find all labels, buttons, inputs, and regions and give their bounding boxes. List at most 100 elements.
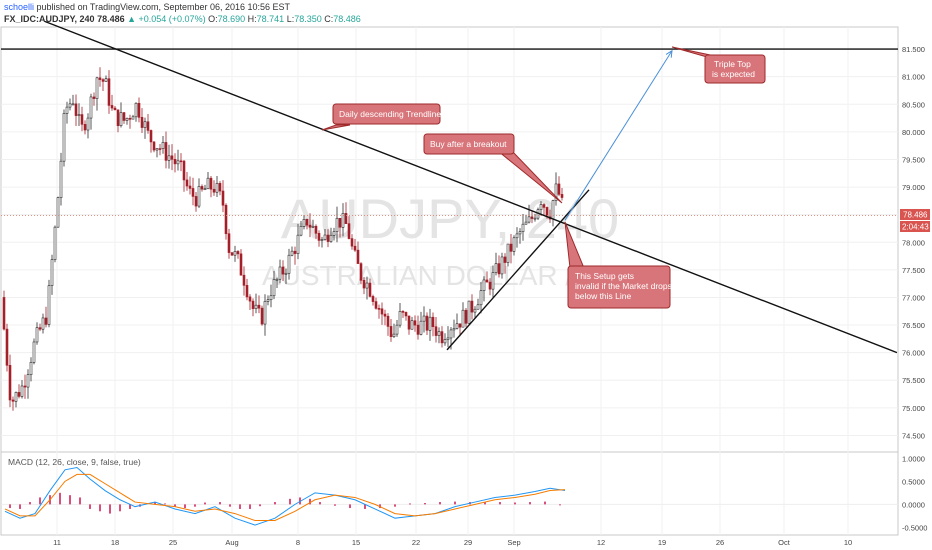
time-tick-label: 15 <box>352 538 360 547</box>
candle-body <box>518 231 522 235</box>
candle-body <box>47 285 51 325</box>
candles <box>2 67 564 411</box>
candle-body <box>509 243 513 252</box>
candle-body <box>293 250 297 254</box>
candle-body <box>395 324 399 335</box>
macd-pane <box>0 451 899 536</box>
candle-body <box>233 251 237 256</box>
callout-invalid[interactable]: This Setup gets invalid if the Market dr… <box>564 221 672 309</box>
macd-title: MACD (12, 26, close, 9, false, true) <box>8 457 141 467</box>
candle-body <box>92 96 96 99</box>
candle-body <box>389 326 393 337</box>
candle-body <box>44 317 48 325</box>
candle-body <box>530 216 534 219</box>
candle-body <box>341 213 345 228</box>
callout-trendline[interactable]: Daily descending Trendline <box>321 103 441 131</box>
candle-body <box>476 304 480 310</box>
candle-body <box>449 329 453 339</box>
candle-body <box>116 109 120 126</box>
countdown-tag-bg <box>900 221 930 232</box>
candle-body <box>440 331 444 344</box>
ascending-trendline[interactable] <box>446 189 590 351</box>
price-tick-label: 80.000 <box>902 128 925 137</box>
author-link[interactable]: schoelli <box>4 2 35 12</box>
macd-histogram-bar <box>529 502 531 505</box>
macd-histogram-bar <box>229 504 231 507</box>
candle-body <box>113 107 117 111</box>
candle-body <box>500 256 504 275</box>
candle-body <box>335 217 339 232</box>
price-axis[interactable]: 81.50081.00080.50080.00079.50079.00078.5… <box>902 45 925 440</box>
candle-body <box>2 297 6 330</box>
candle-body <box>59 160 63 198</box>
candle-body <box>161 142 165 149</box>
candle-body <box>311 225 315 228</box>
candle-body <box>170 155 174 160</box>
low-label: L: <box>286 14 295 24</box>
candle-body <box>359 263 363 281</box>
candle-body <box>20 385 24 397</box>
candle-body <box>32 341 36 363</box>
drawings[interactable] <box>1 20 898 354</box>
candle-body <box>314 225 318 234</box>
time-tick-label: 19 <box>658 538 666 547</box>
candle-body <box>503 256 507 263</box>
candle-body <box>29 362 33 375</box>
candle-body <box>353 245 357 251</box>
candle-body <box>194 196 198 207</box>
candle-body <box>305 219 309 226</box>
macd-histogram-bar <box>249 504 251 509</box>
candle-body <box>344 213 348 224</box>
time-tick-label: Sep <box>507 538 520 547</box>
candle-body <box>203 188 207 191</box>
price-tick-label: 76.000 <box>902 349 925 358</box>
macd-histogram-bar <box>544 501 546 505</box>
macd-histogram-bar <box>394 504 396 507</box>
callout-buy-text: Buy after a breakout <box>430 139 507 149</box>
candle-body <box>131 116 135 120</box>
candle-body <box>527 216 531 223</box>
price-tick-label: 81.000 <box>902 73 925 82</box>
macd-histogram-bar <box>89 504 91 509</box>
callout-triple-top-box <box>704 54 766 84</box>
macd-axis: 1.0000 0.5000 0.0000 -0.5000 <box>902 454 927 532</box>
callout-triple-top[interactable]: Triple Top is expected <box>671 46 766 84</box>
price-tick-label: 76.500 <box>902 321 925 330</box>
macd-histogram-bar <box>174 504 176 507</box>
symbol-label[interactable]: FX_IDC:AUDJPY, 240 <box>4 14 95 24</box>
price-tick-label: 77.000 <box>902 293 925 302</box>
candle-body <box>515 233 519 239</box>
macd-histogram-bar <box>29 502 31 505</box>
candle-body <box>425 315 429 331</box>
candle-body <box>68 103 72 108</box>
time-axis[interactable]: 11 18 25 Aug 8 15 22 29 Sep 12 19 26 Oct 10 <box>53 538 852 547</box>
candle-body <box>125 117 129 121</box>
macd-tick-label: -0.5000 <box>902 523 927 532</box>
descending-trendline[interactable] <box>44 20 898 354</box>
time-tick-label: 12 <box>597 538 605 547</box>
last-price: 78.486 <box>97 14 125 24</box>
macd-histogram-bar <box>184 504 186 509</box>
candle-body <box>38 327 42 330</box>
candle-body <box>239 253 243 276</box>
callout-buy[interactable]: Buy after a breakout <box>423 133 563 204</box>
candle-body <box>290 250 294 256</box>
macd-histogram-bar <box>204 502 206 505</box>
candle-body <box>350 238 354 247</box>
macd-histogram-bar <box>194 504 196 507</box>
high-label: H: <box>247 14 257 24</box>
macd-histogram-bar <box>129 504 131 509</box>
candle-body <box>287 254 291 274</box>
candle-body <box>35 327 39 343</box>
candle-body <box>455 323 459 329</box>
callout-invalid-line2: invalid if the Market drops <box>575 281 672 291</box>
callout-trendline-pointer <box>321 124 351 131</box>
candle-body <box>128 117 132 120</box>
macd-line <box>4 466 566 526</box>
candle-body <box>320 239 324 241</box>
candle-body <box>443 339 447 344</box>
candle-body <box>497 263 501 275</box>
candle-body <box>428 316 432 331</box>
candle-body <box>461 309 465 328</box>
projection-arrow[interactable] <box>564 50 673 221</box>
